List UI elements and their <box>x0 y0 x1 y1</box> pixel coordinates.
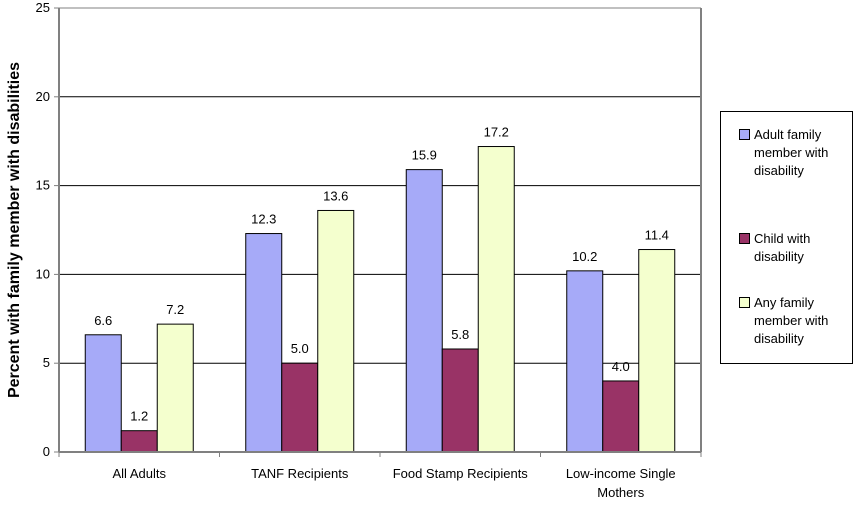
x-tick-label: Food Stamp Recipients <box>393 466 529 481</box>
y-axis-label: Percent with family member with disabili… <box>6 62 23 398</box>
legend-label: Any family member with disability <box>754 295 829 346</box>
bar <box>120 430 158 453</box>
x-tick-label: Mothers <box>597 485 644 500</box>
y-tick-label: 10 <box>36 266 50 281</box>
data-label: 5.0 <box>291 341 309 356</box>
y-tick-label: 20 <box>36 89 50 104</box>
bar <box>638 249 676 453</box>
bar <box>566 270 604 453</box>
y-tick-label: 25 <box>36 0 50 15</box>
data-label: 11.4 <box>645 228 669 243</box>
data-label: 1.2 <box>130 409 148 424</box>
bar <box>441 348 479 453</box>
bar <box>317 209 355 453</box>
bar <box>477 146 515 453</box>
legend-swatch <box>739 233 750 244</box>
x-tick-label: All Adults <box>113 466 167 481</box>
bar <box>245 233 283 453</box>
y-tick-label: 5 <box>43 355 50 370</box>
data-label: 5.8 <box>451 327 469 342</box>
data-label: 12.3 <box>251 212 276 227</box>
legend-item-any: Any family member with disability <box>739 294 844 348</box>
legend-label: Child with disability <box>754 231 811 264</box>
bar <box>281 362 319 453</box>
legend: Adult family member with disability Chil… <box>720 111 853 364</box>
data-label: 15.9 <box>412 148 437 163</box>
data-label: 7.2 <box>166 302 184 317</box>
legend-swatch <box>739 129 750 140</box>
data-label: 4.0 <box>612 359 630 374</box>
data-label: 13.6 <box>323 188 348 203</box>
x-tick-label: Low-income Single <box>566 466 676 481</box>
bar <box>405 169 443 453</box>
data-label: 17.2 <box>484 125 509 140</box>
x-tick-label: TANF Recipients <box>251 466 349 481</box>
legend-item-child: Child with disability <box>739 230 844 266</box>
data-label: 10.2 <box>572 249 597 264</box>
y-tick-label: 0 <box>43 444 50 459</box>
data-label: 6.6 <box>94 313 112 328</box>
legend-label: Adult family member with disability <box>754 127 829 178</box>
bar <box>602 380 640 453</box>
legend-swatch <box>739 297 750 308</box>
bar <box>156 323 194 453</box>
legend-item-adult: Adult family member with disability <box>739 126 844 180</box>
bar <box>84 334 122 453</box>
y-tick-label: 15 <box>36 178 50 193</box>
